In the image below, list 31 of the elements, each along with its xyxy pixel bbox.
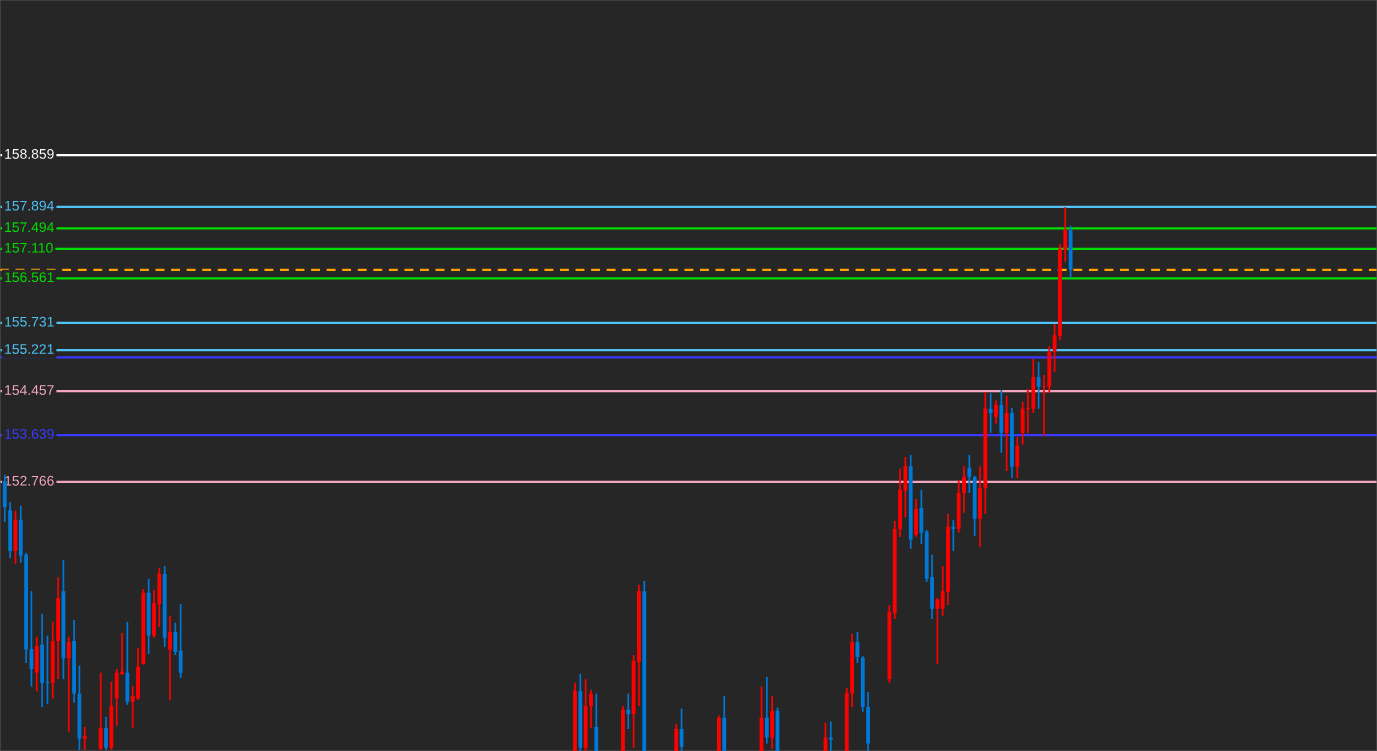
candlestick (962, 465, 966, 514)
candlestick (66, 635, 71, 733)
candlestick (1015, 436, 1020, 479)
y-tick-label: 156.561 (5, 272, 54, 283)
y-tick-label: 157.894 (5, 200, 54, 211)
candlestick (935, 597, 940, 665)
candlestick (98, 671, 103, 751)
candlestick (173, 621, 178, 656)
candlestick (674, 722, 679, 751)
candlestick (168, 614, 172, 701)
y-tick-label: 155.221 (5, 344, 54, 354)
y-tick-label: 152.766 (5, 475, 54, 486)
candlestick (994, 399, 998, 425)
candlestick (967, 454, 972, 494)
candlestick (1036, 361, 1041, 410)
candlestick (828, 720, 833, 751)
candlestick (1004, 395, 1009, 472)
candlestick (104, 715, 108, 751)
y-tick-label: 157.494 (5, 222, 54, 233)
y-tick-label: 157.110 (5, 242, 53, 253)
candlestick (764, 676, 769, 745)
candlestick (589, 689, 593, 729)
candlestick (988, 392, 993, 434)
y-tick-label: 158.859 (5, 148, 54, 159)
y-tick-label: 155.731 (5, 316, 54, 327)
y-tick-label: 154.457 (5, 385, 54, 395)
y-tick-label: 153.639 (5, 428, 54, 439)
candlestick (178, 603, 183, 679)
candlestick (82, 726, 87, 751)
candlestick (951, 518, 956, 552)
candlestick (626, 692, 631, 730)
